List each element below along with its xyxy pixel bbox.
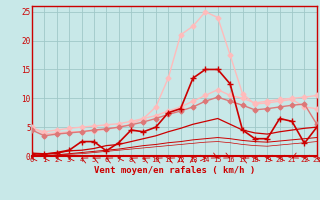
X-axis label: Vent moyen/en rafales ( km/h ): Vent moyen/en rafales ( km/h ) <box>94 166 255 175</box>
